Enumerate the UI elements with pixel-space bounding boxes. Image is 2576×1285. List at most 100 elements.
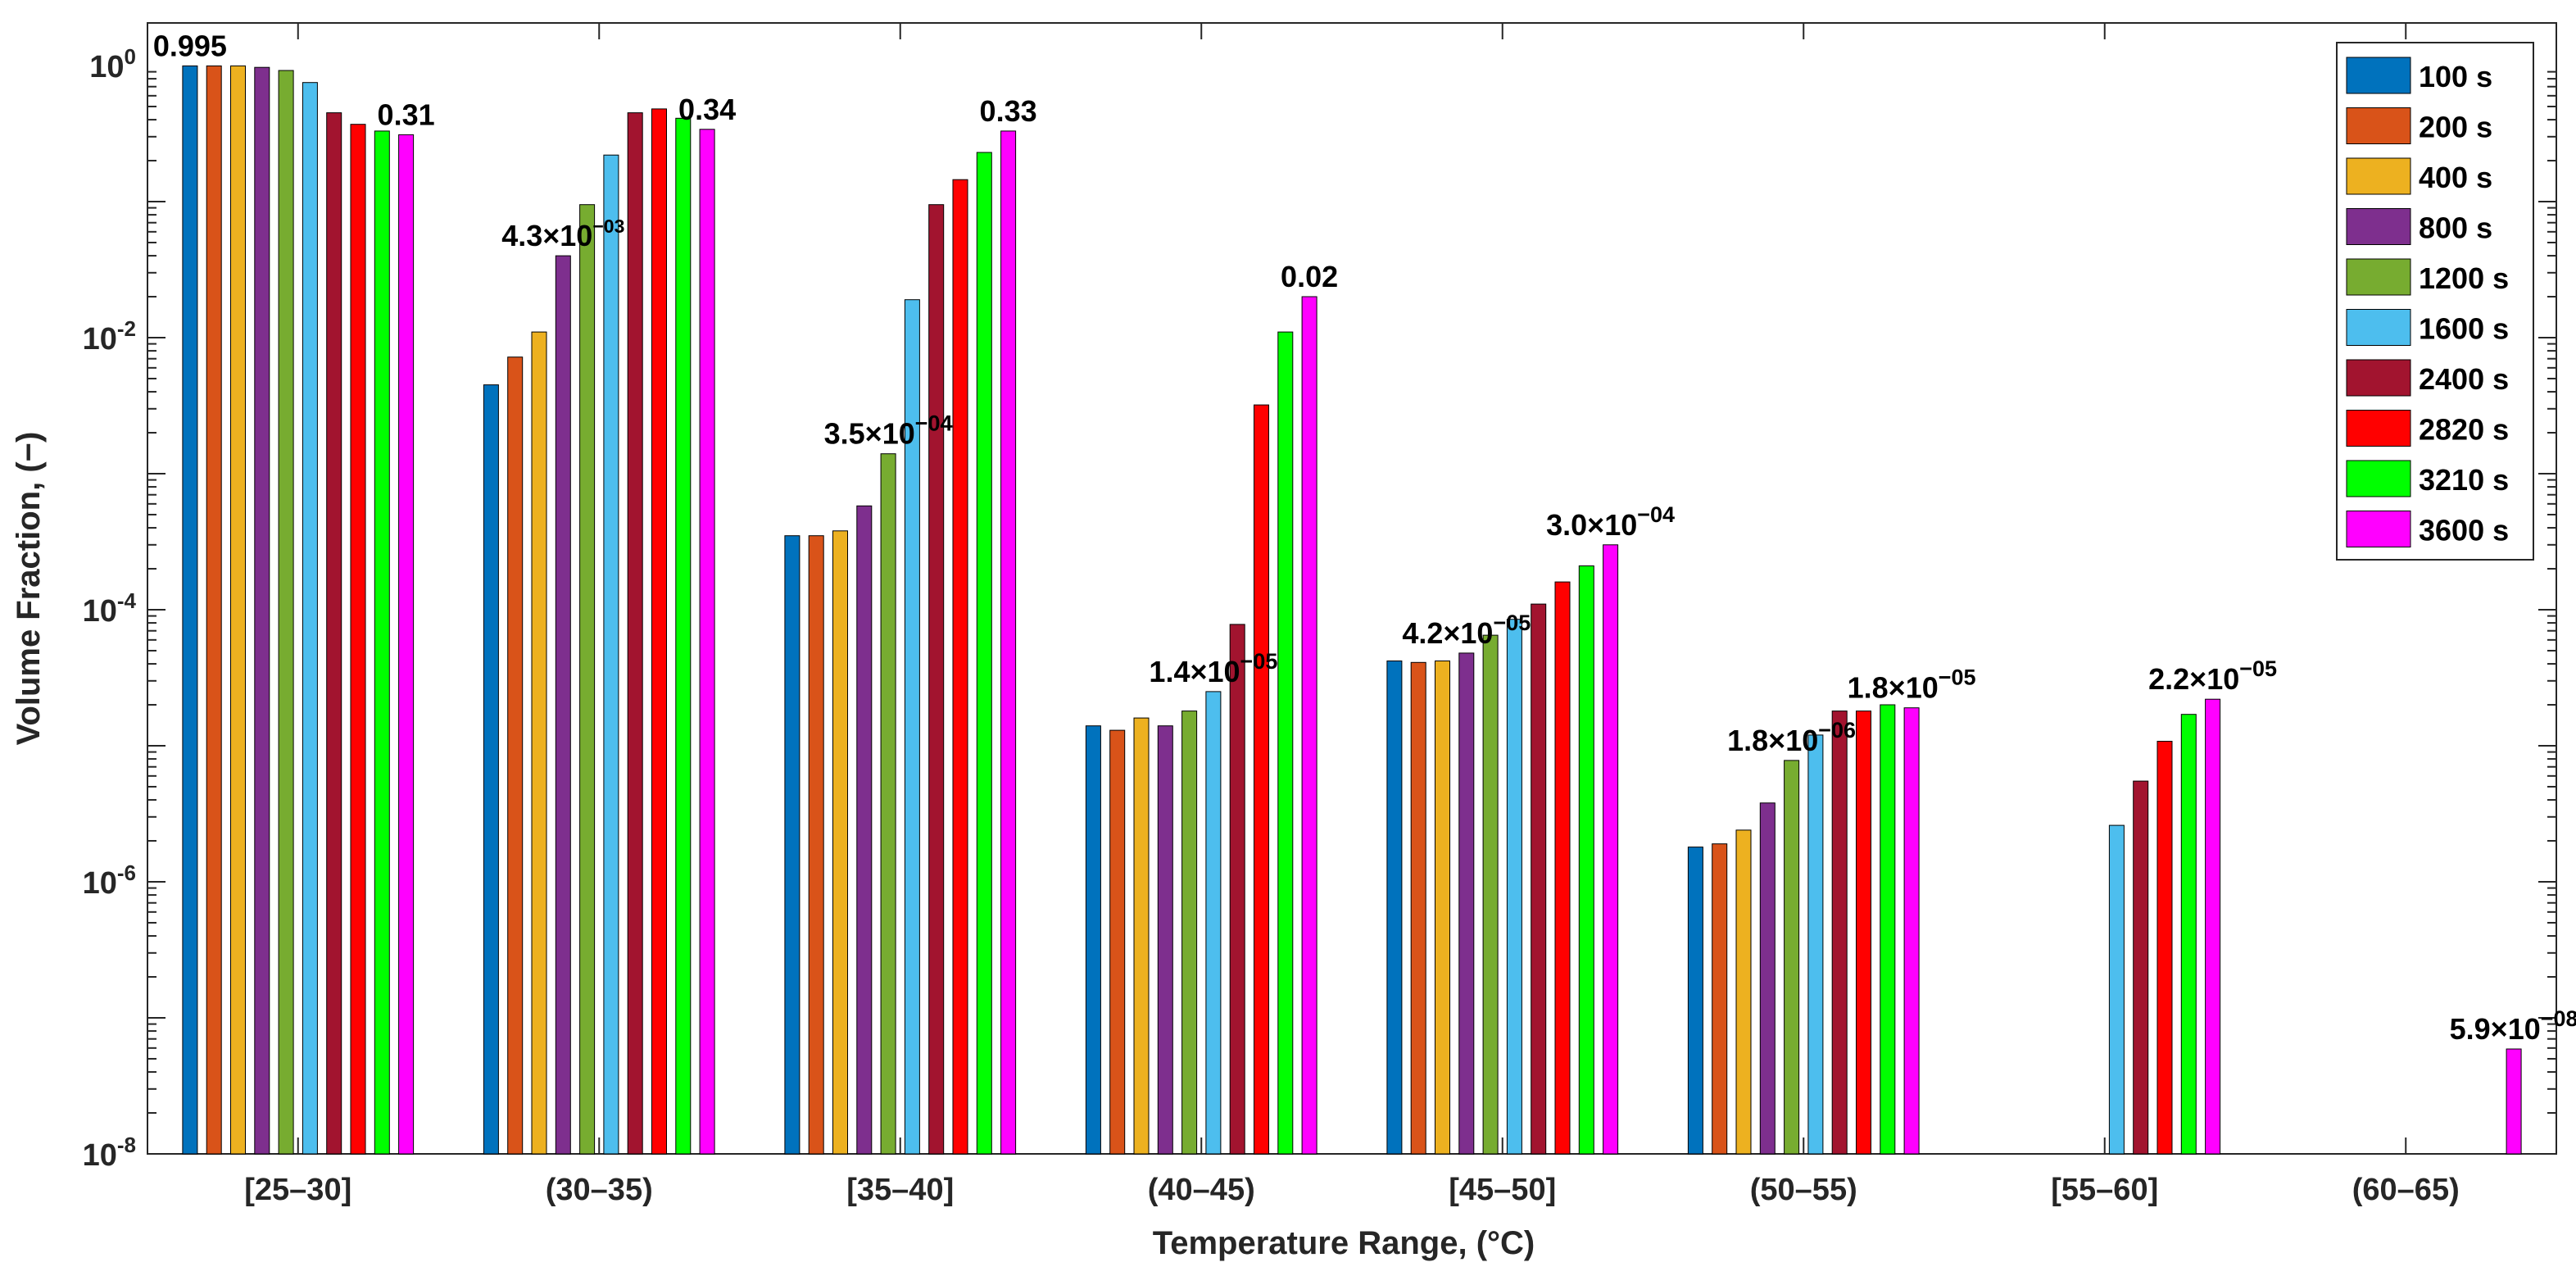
bar	[302, 82, 318, 1155]
data-label: 0.02	[1281, 260, 1338, 293]
bar	[1831, 711, 1848, 1155]
y-axis: 10-8 10-6 10-4 10-2 100	[83, 44, 2556, 1173]
bar	[2506, 1048, 2522, 1155]
bar	[350, 124, 366, 1155]
bar	[579, 204, 596, 1155]
bar	[1784, 760, 1800, 1155]
bar	[1531, 603, 1547, 1155]
bar	[1687, 847, 1703, 1155]
bar	[1807, 734, 1824, 1155]
bar	[1000, 130, 1017, 1155]
x-tick-label: [25–30]	[244, 1173, 351, 1207]
bar	[1181, 711, 1198, 1155]
legend-entry-label: 800 s	[2419, 211, 2492, 245]
bar	[1410, 661, 1426, 1155]
legend-swatch	[2346, 258, 2411, 296]
legend-swatch	[2346, 309, 2411, 346]
legend-swatch	[2346, 511, 2411, 547]
bar	[976, 152, 992, 1155]
bar	[182, 65, 198, 1155]
bar	[1712, 843, 1728, 1155]
bar	[2133, 780, 2149, 1155]
data-label: 0.995	[153, 29, 227, 62]
x-tick-label: (50–55)	[1750, 1173, 1857, 1207]
x-tick-label: (60–65)	[2352, 1173, 2460, 1207]
legend-entry-label: 100 s	[2419, 60, 2492, 93]
bar	[1578, 565, 1594, 1155]
bar	[374, 130, 390, 1155]
bar	[1229, 624, 1245, 1155]
bar	[904, 299, 920, 1155]
bar	[1435, 661, 1450, 1155]
legend-swatch	[2346, 359, 2411, 397]
bar	[880, 453, 896, 1155]
data-label: 1.8×10−06	[1727, 718, 1856, 757]
legend-entry-label: 400 s	[2419, 161, 2492, 194]
bar	[1386, 661, 1403, 1155]
data-label: 1.8×10−05	[1848, 665, 1976, 705]
data-label: 0.31	[378, 98, 435, 131]
bar	[1254, 404, 1269, 1155]
bar	[699, 129, 715, 1155]
bar	[1277, 331, 1294, 1155]
bar	[1109, 729, 1126, 1155]
bar	[398, 134, 415, 1155]
bar	[1856, 711, 1871, 1155]
y-axis-label: Volume Fraction, (−)	[11, 432, 47, 746]
legend-entry-label: 1600 s	[2419, 312, 2509, 346]
bar	[1133, 717, 1150, 1155]
legend-swatch	[2346, 57, 2411, 94]
legend-swatch	[2346, 157, 2411, 195]
bar	[627, 112, 643, 1155]
bars-group	[182, 65, 2522, 1155]
bar	[326, 112, 342, 1155]
legend-entry-label: 3600 s	[2419, 514, 2509, 547]
bar	[784, 535, 800, 1155]
data-label: 5.9×10−08	[2450, 1006, 2576, 1046]
bar	[1759, 802, 1776, 1155]
bar	[1880, 704, 1896, 1155]
data-labels-group: 0.995 0.31 4.3×10−03 0.34 3.5×10−04 0.33 1.4×1…	[153, 29, 2576, 1046]
x-axis: [25–30] (30–35) [35–40] (40–45) [45–50] (50–5…	[244, 23, 2460, 1207]
legend-swatch	[2346, 107, 2411, 144]
bar	[603, 154, 619, 1155]
bar	[1157, 725, 1173, 1155]
plot-area	[147, 22, 2557, 1155]
data-label: 4.3×10−03	[501, 216, 624, 252]
x-tick-label: (40–45)	[1148, 1173, 1255, 1207]
bar	[2180, 714, 2197, 1155]
data-label: 4.2×10−05	[1402, 611, 1531, 650]
bar	[675, 117, 692, 1155]
data-label: 0.33	[980, 94, 1037, 128]
bar	[832, 530, 848, 1155]
data-label: 0.34	[678, 93, 736, 126]
bar	[1903, 707, 1920, 1155]
legend-entry-label: 2400 s	[2419, 362, 2509, 396]
legend-entry-label: 200 s	[2419, 111, 2492, 144]
bar	[1205, 691, 1222, 1155]
bar	[952, 179, 968, 1155]
data-label: 2.2×10−05	[2148, 656, 2277, 696]
x-tick-label: [55–60]	[2051, 1173, 2158, 1207]
bar	[2156, 741, 2173, 1155]
bar	[1482, 634, 1499, 1155]
bar	[1603, 544, 1619, 1155]
legend-swatch	[2346, 460, 2411, 497]
legend-entry-label: 1200 s	[2419, 261, 2509, 295]
bar	[808, 535, 824, 1155]
x-axis-label: Temperature Range, (°C)	[1153, 1225, 1535, 1261]
bar	[206, 65, 222, 1155]
bar	[1458, 652, 1475, 1155]
bar	[1735, 829, 1752, 1155]
legend-entry-label: 2820 s	[2419, 413, 2509, 447]
bar	[230, 65, 246, 1155]
bar	[1085, 725, 1101, 1155]
bar	[507, 356, 524, 1155]
x-tick-label: (30–35)	[546, 1173, 653, 1207]
y-tick-label: 100	[89, 44, 136, 84]
bar	[254, 66, 270, 1155]
x-tick-label: [35–40]	[846, 1173, 954, 1207]
legend: 100 s 200 s 400 s 800 s 1200 s 1600 s 2400 s 28…	[2336, 42, 2534, 561]
bar	[1301, 296, 1317, 1155]
